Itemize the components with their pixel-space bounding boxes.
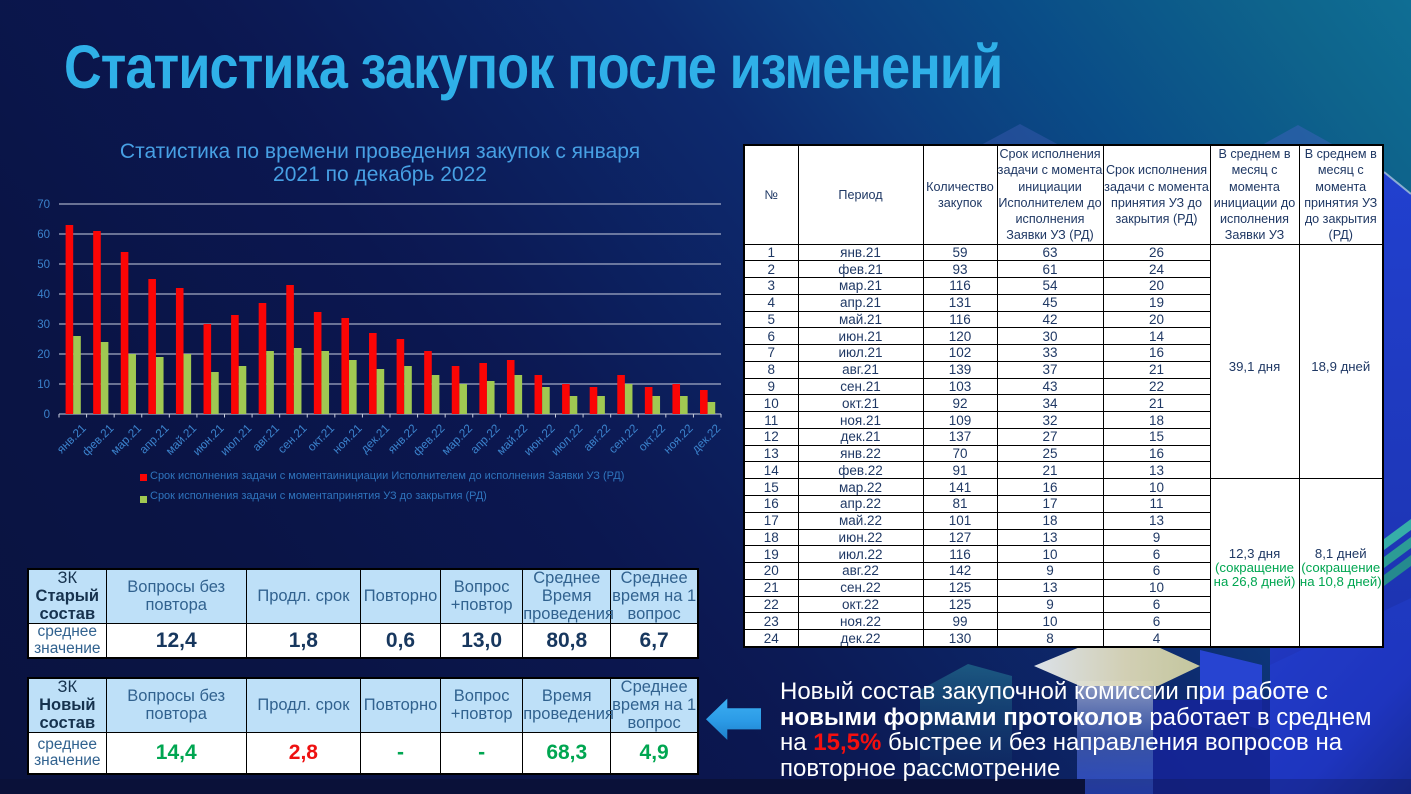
svg-text:июл.22: июл.22 (548, 421, 585, 458)
svg-text:сен.21: сен.21 (275, 421, 310, 456)
svg-text:ноя.21: ноя.21 (329, 421, 364, 456)
svg-text:30: 30 (37, 319, 50, 331)
svg-text:0: 0 (44, 409, 50, 421)
svg-text:дек.22: дек.22 (689, 421, 724, 456)
svg-text:40: 40 (37, 289, 50, 301)
svg-text:70: 70 (37, 199, 50, 211)
svg-text:июл.21: июл.21 (217, 421, 254, 458)
svg-text:мар.21: мар.21 (108, 421, 145, 458)
svg-text:10: 10 (37, 379, 50, 391)
svg-text:60: 60 (37, 229, 50, 241)
svg-text:дек.21: дек.21 (358, 421, 393, 456)
svg-text:сен.22: сен.22 (606, 421, 641, 456)
svg-text:ноя.22: ноя.22 (660, 421, 695, 456)
svg-text:50: 50 (37, 259, 50, 271)
svg-text:мар.22: мар.22 (439, 421, 476, 458)
svg-text:фев.21: фев.21 (79, 421, 116, 458)
svg-text:20: 20 (37, 349, 50, 361)
svg-text:фев.22: фев.22 (410, 421, 447, 458)
